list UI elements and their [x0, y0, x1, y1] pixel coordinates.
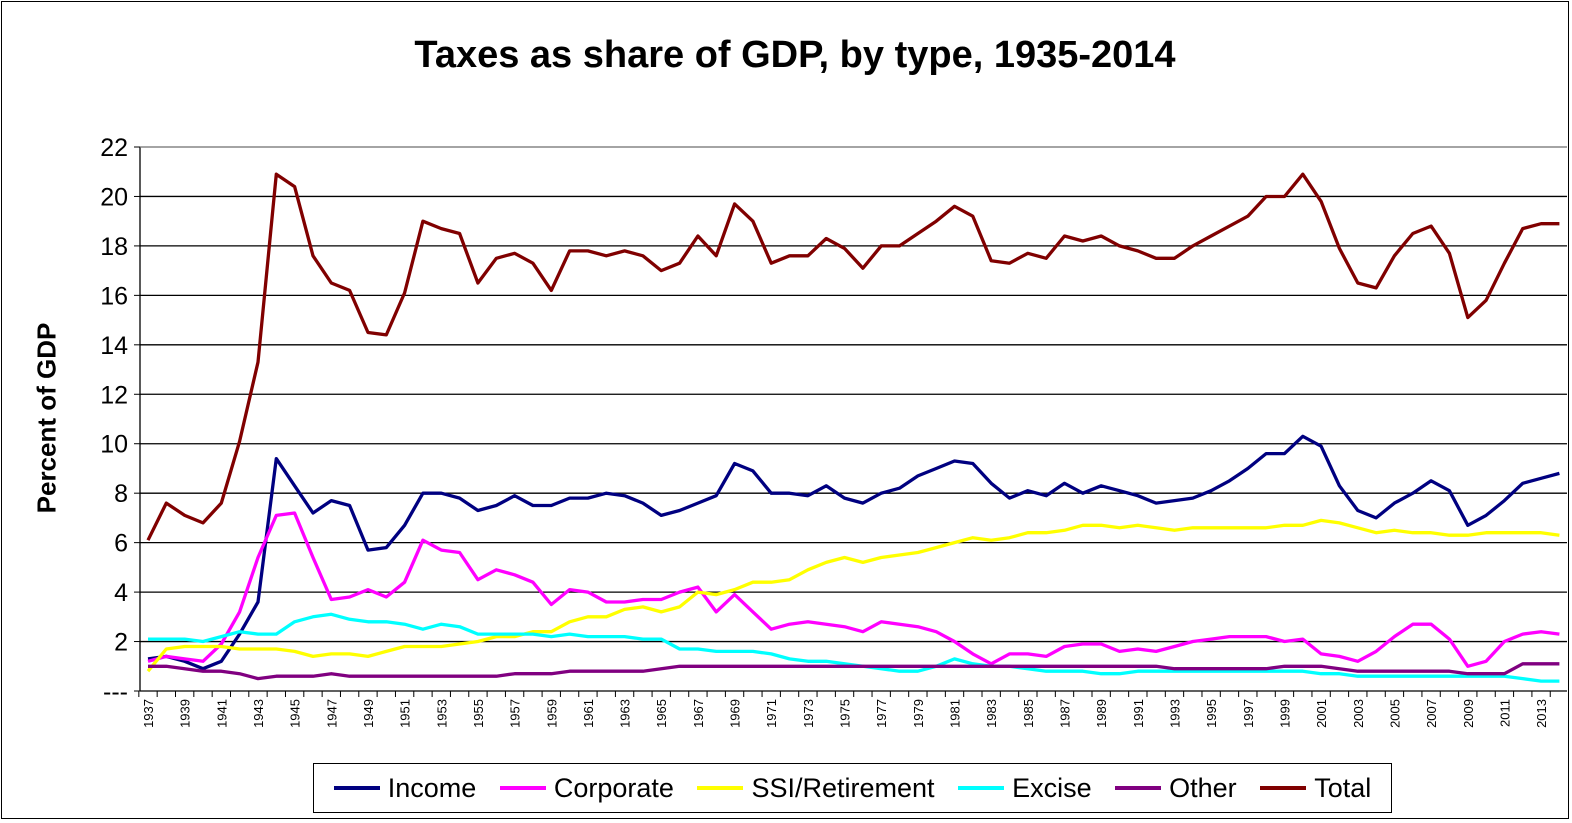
x-tick-label: 1953	[434, 699, 449, 728]
y-tick-label: 14	[100, 332, 128, 360]
legend-label: Total	[1314, 772, 1372, 803]
legend-label: Excise	[1012, 772, 1092, 803]
legend-item: Corporate	[499, 772, 674, 804]
x-tick-label: 2013	[1534, 699, 1549, 728]
y-tick-label: 12	[100, 381, 128, 409]
x-tick-label: 1977	[874, 699, 889, 728]
x-tick-label: 1979	[911, 699, 926, 728]
legend-swatch	[958, 786, 1005, 790]
legend-swatch	[1115, 786, 1162, 790]
series-line-other	[148, 662, 1560, 681]
x-tick-label: 1993	[1167, 699, 1182, 728]
x-tick-label: 1987	[1058, 699, 1073, 728]
series-line-total	[146, 172, 1560, 541]
legend-item: Excise	[958, 773, 1092, 804]
x-tick-label: 1983	[984, 699, 999, 728]
x-tick-label: 1955	[471, 699, 486, 728]
x-tick-label: 1975	[838, 699, 853, 728]
x-tick-label: 1947	[324, 699, 339, 728]
x-tick-label: 1949	[361, 699, 376, 728]
y-tick-label: 18	[100, 233, 128, 261]
x-tick-label: 1951	[398, 699, 413, 728]
x-tick-label: 1967	[691, 699, 706, 728]
legend-item: Other	[1115, 773, 1237, 804]
x-tick-label: 1989	[1094, 699, 1109, 728]
legend-label: Other	[1169, 772, 1237, 803]
series-line-ssi-retirement	[146, 518, 1560, 673]
x-tick-label: 1939	[178, 699, 193, 728]
x-tick-label: 2009	[1461, 699, 1476, 728]
series-line-income	[147, 434, 1560, 671]
legend-item: SSI/Retirement	[697, 772, 935, 804]
legend-swatch	[499, 786, 546, 790]
y-tick-label: 4	[114, 579, 128, 607]
x-tick-label: 1985	[1021, 699, 1036, 728]
x-tick-label: 1943	[251, 699, 266, 728]
x-tick-label: 1959	[544, 699, 559, 728]
x-tick-label: 1999	[1277, 699, 1292, 728]
y-tick-label: 16	[100, 282, 128, 310]
x-tick-label: 1941	[214, 699, 229, 728]
x-tick-label: 1963	[618, 699, 633, 728]
legend-item: Income	[333, 772, 477, 804]
legend-label: Income	[387, 772, 477, 803]
legend-item: Total	[1260, 773, 1371, 804]
legend-label: Corporate	[553, 772, 674, 803]
x-tick-label: 1971	[764, 699, 779, 728]
y-tick-label: 6	[114, 530, 128, 558]
x-tick-label: 2011	[1497, 699, 1512, 727]
legend-swatch	[333, 786, 380, 790]
legend: Income Corporate SSI/Retirement Excise Other…	[313, 763, 1392, 813]
x-tick-label: 2007	[1424, 699, 1439, 728]
legend-label: SSI/Retirement	[751, 772, 935, 803]
x-tick-label: 1957	[508, 699, 523, 728]
legend-swatch	[697, 786, 744, 790]
x-tick-label: 1969	[728, 699, 743, 728]
x-tick-label: 1981	[948, 699, 963, 728]
y-tick-label: 20	[100, 183, 128, 211]
x-tick-label: 1997	[1241, 699, 1256, 728]
x-tick-label: 1945	[288, 699, 303, 728]
series-line-corporate	[147, 511, 1560, 668]
x-tick-label: 2003	[1351, 699, 1366, 728]
y-tick-label: 8	[114, 480, 128, 508]
y-tick-label: 2	[114, 629, 128, 657]
y-tick-label: ---	[103, 678, 128, 706]
x-tick-label: 1991	[1131, 699, 1146, 728]
x-tick-label: 1973	[801, 699, 816, 728]
x-tick-label: 1965	[654, 699, 669, 728]
y-tick-label: 10	[100, 431, 128, 459]
x-tick-label: 2005	[1387, 699, 1402, 728]
x-tick-label: 1937	[141, 699, 156, 728]
x-tick-label: 1961	[581, 699, 596, 728]
legend-swatch	[1260, 786, 1307, 790]
chart-title: Taxes as share of GDP, by type, 1935-201…	[414, 34, 1176, 76]
x-tick-label: 1995	[1204, 699, 1219, 728]
x-tick-label: 2001	[1314, 699, 1329, 728]
y-tick-label: 22	[100, 134, 128, 162]
